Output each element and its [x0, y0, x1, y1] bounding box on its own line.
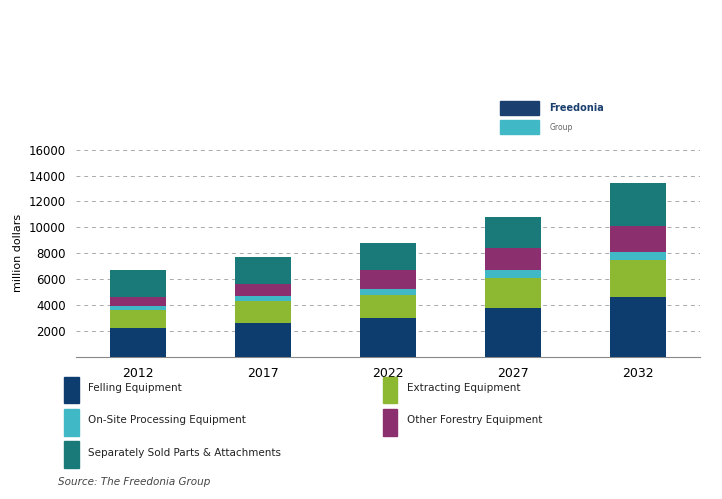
Bar: [485, 217, 541, 248]
Text: Other Forestry Equipment: Other Forestry Equipment: [406, 416, 542, 426]
Bar: [500, 120, 539, 134]
Bar: [360, 294, 416, 318]
Bar: [64, 409, 79, 436]
Bar: [485, 248, 541, 270]
Bar: [383, 377, 397, 403]
Bar: [110, 270, 166, 297]
Bar: [235, 323, 291, 357]
Text: On-Site Processing Equipment: On-Site Processing Equipment: [88, 416, 246, 426]
Bar: [110, 297, 166, 306]
Text: Figure 3-6.
Global Forestry Equipment Demand by Product,
2012, 2017, 2022, 2027,: Figure 3-6. Global Forestry Equipment De…: [9, 9, 282, 64]
Text: Separately Sold Parts & Attachments: Separately Sold Parts & Attachments: [88, 448, 282, 458]
Bar: [110, 310, 166, 328]
Bar: [485, 278, 541, 307]
Bar: [500, 101, 539, 115]
Bar: [360, 243, 416, 270]
Bar: [235, 284, 291, 296]
Bar: [235, 301, 291, 323]
Bar: [235, 296, 291, 301]
Bar: [485, 307, 541, 357]
Text: Source: The Freedonia Group: Source: The Freedonia Group: [58, 477, 210, 487]
Bar: [110, 328, 166, 357]
Bar: [360, 289, 416, 294]
Text: Felling Equipment: Felling Equipment: [88, 383, 182, 393]
Bar: [64, 441, 79, 468]
Bar: [383, 409, 397, 436]
Bar: [110, 306, 166, 310]
Bar: [235, 257, 291, 284]
Bar: [610, 259, 666, 297]
Bar: [64, 377, 79, 403]
Bar: [610, 183, 666, 226]
Bar: [610, 252, 666, 259]
Text: Freedonia: Freedonia: [549, 103, 604, 113]
Bar: [610, 297, 666, 357]
Bar: [485, 270, 541, 278]
Bar: [610, 226, 666, 252]
Text: Extracting Equipment: Extracting Equipment: [406, 383, 521, 393]
Bar: [360, 318, 416, 357]
Text: Group: Group: [549, 123, 573, 132]
Bar: [360, 270, 416, 289]
Y-axis label: million dollars: million dollars: [14, 214, 23, 292]
